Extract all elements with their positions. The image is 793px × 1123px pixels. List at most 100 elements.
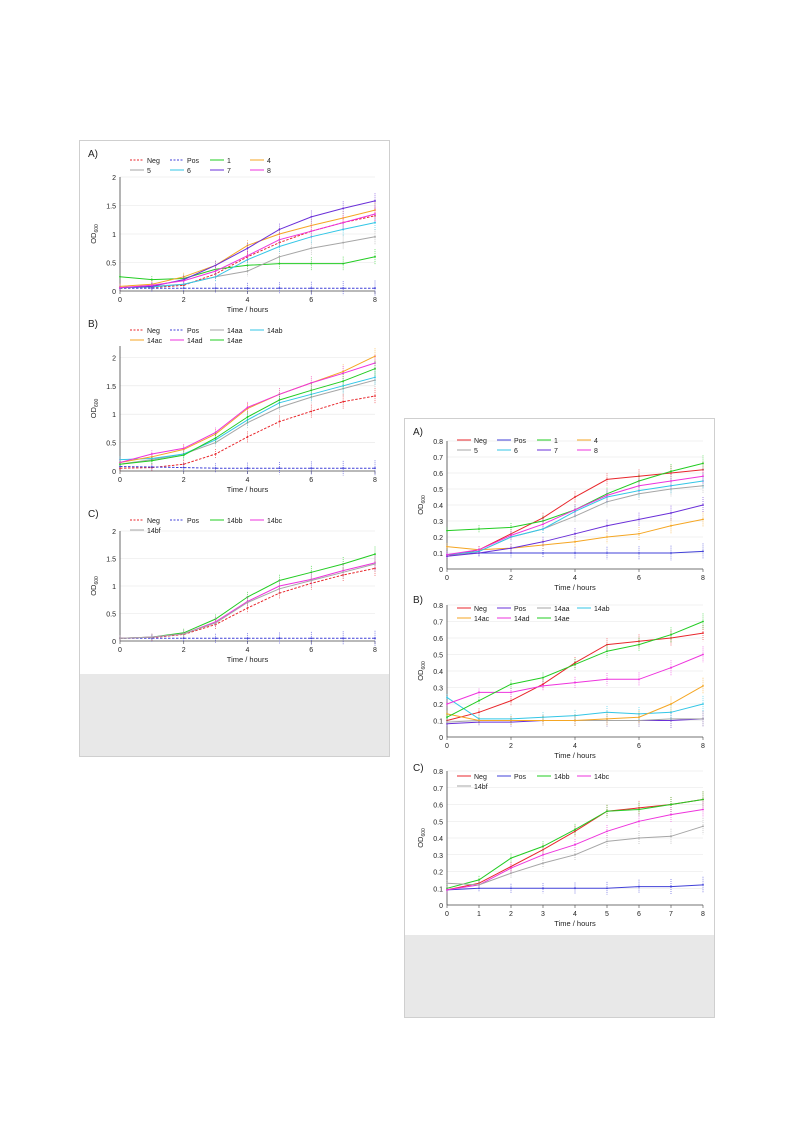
legend-item-14bc: 14bc: [250, 518, 283, 525]
data-point: [374, 221, 376, 224]
data-point: [670, 813, 672, 816]
y-axis-title-subscript: 600: [421, 495, 427, 504]
data-point: [574, 496, 576, 498]
left-panel-a-label: A): [88, 149, 98, 160]
data-point: [638, 552, 640, 554]
data-point: [702, 504, 704, 506]
data-point: [374, 367, 376, 370]
data-point: [670, 512, 672, 514]
y-tick-label: 0.3: [433, 853, 443, 860]
legend-item-8: 8: [577, 448, 598, 455]
legend-label: 14aa: [227, 328, 243, 335]
y-tick-label: 0.5: [433, 487, 443, 494]
data-point: [310, 579, 313, 582]
data-point: [542, 684, 544, 687]
data-point: [510, 534, 512, 537]
left-panel-a: A) 0 0.5 1 1.5 2 0 2 4 6 8 Time / hours OD600 Neg Pos 1…: [88, 149, 377, 314]
data-point: [542, 719, 544, 722]
legend-item-14bf: 14bf: [457, 784, 488, 791]
legend-item-14bb: 14bb: [537, 774, 570, 781]
data-point: [446, 703, 448, 705]
data-point: [670, 480, 672, 482]
legend-item-14ae: 14ae: [537, 616, 570, 623]
x-tick-label: 0: [118, 647, 122, 654]
data-point: [278, 587, 281, 590]
x-tick-label: 5: [605, 911, 609, 918]
data-point: [446, 553, 448, 556]
y-axis-title: OD600: [89, 224, 100, 244]
data-point: [478, 887, 480, 890]
x-tick-label: 0: [445, 911, 449, 918]
data-point: [374, 287, 376, 290]
series-line-Neg: [446, 632, 704, 721]
x-tick-label: 4: [246, 297, 250, 304]
x-tick-label: 4: [246, 647, 250, 654]
legend-item-Pos: Pos: [170, 158, 200, 165]
data-point: [702, 550, 704, 553]
y-axis-title: OD600: [89, 398, 100, 418]
y-tick-label: 1: [112, 232, 116, 239]
y-axis-title-subscript: 600: [94, 576, 100, 585]
y-tick-label: 1.5: [106, 204, 116, 211]
data-point: [214, 287, 217, 290]
y-tick-label: 0: [439, 735, 443, 742]
data-point: [374, 553, 376, 555]
y-tick-label: 0.4: [433, 836, 443, 843]
data-point: [606, 830, 608, 833]
legend-item-8: 8: [250, 168, 271, 175]
legend-item-14ad: 14ad: [170, 338, 203, 345]
data-point: [606, 678, 608, 681]
data-point: [374, 637, 376, 640]
legend-item-5: 5: [457, 448, 478, 455]
data-point: [542, 853, 544, 856]
data-point: [670, 711, 672, 714]
left-panel-c: C) 0 0.5 1 1.5 2 0 2 4 6 8 Time / hours OD600 Neg Pos 1…: [88, 509, 377, 664]
data-point: [606, 887, 608, 890]
data-point: [542, 845, 544, 848]
data-point: [214, 441, 217, 444]
legend-label: 6: [187, 168, 191, 175]
data-point: [342, 380, 345, 383]
data-point: [638, 484, 640, 487]
legend-item-7: 7: [537, 448, 558, 455]
data-point: [574, 843, 576, 846]
data-point: [278, 238, 281, 241]
legend-label: 14bc: [267, 518, 283, 525]
y-axis-title: OD600: [416, 661, 427, 681]
data-point: [638, 806, 640, 809]
data-point: [670, 470, 672, 473]
data-point: [606, 496, 608, 498]
y-tick-label: 1.5: [106, 557, 116, 564]
data-point: [542, 523, 544, 526]
data-point: [342, 569, 345, 572]
right-panel-a-label: A): [413, 427, 423, 438]
x-tick-label: 2: [509, 575, 513, 582]
data-point: [374, 467, 376, 470]
legend-item-7: 7: [210, 168, 231, 175]
x-tick-label: 4: [573, 911, 577, 918]
data-point: [446, 882, 448, 885]
data-point: [638, 492, 640, 495]
x-axis-title: Time / hours: [227, 305, 269, 314]
legend-label: 14bf: [147, 528, 161, 535]
figure-right-caption-area: [405, 935, 714, 1017]
x-tick-label: 2: [509, 743, 513, 750]
legend-label: 1: [554, 438, 558, 445]
data-point: [638, 640, 640, 643]
y-tick-label: 0.6: [433, 636, 443, 643]
data-point: [638, 489, 640, 492]
data-point: [182, 279, 185, 282]
data-point: [606, 719, 608, 722]
data-point: [574, 532, 576, 535]
data-point: [342, 571, 345, 574]
data-point: [542, 716, 544, 719]
data-point: [246, 287, 249, 290]
legend-item-14ac: 14ac: [457, 616, 490, 623]
data-point: [510, 547, 512, 550]
legend-label: 14aa: [554, 606, 570, 613]
data-point: [182, 454, 185, 456]
data-point: [670, 552, 672, 554]
y-tick-label: 0: [112, 639, 116, 646]
legend-item-14bb: 14bb: [210, 518, 243, 525]
data-point: [510, 552, 512, 554]
